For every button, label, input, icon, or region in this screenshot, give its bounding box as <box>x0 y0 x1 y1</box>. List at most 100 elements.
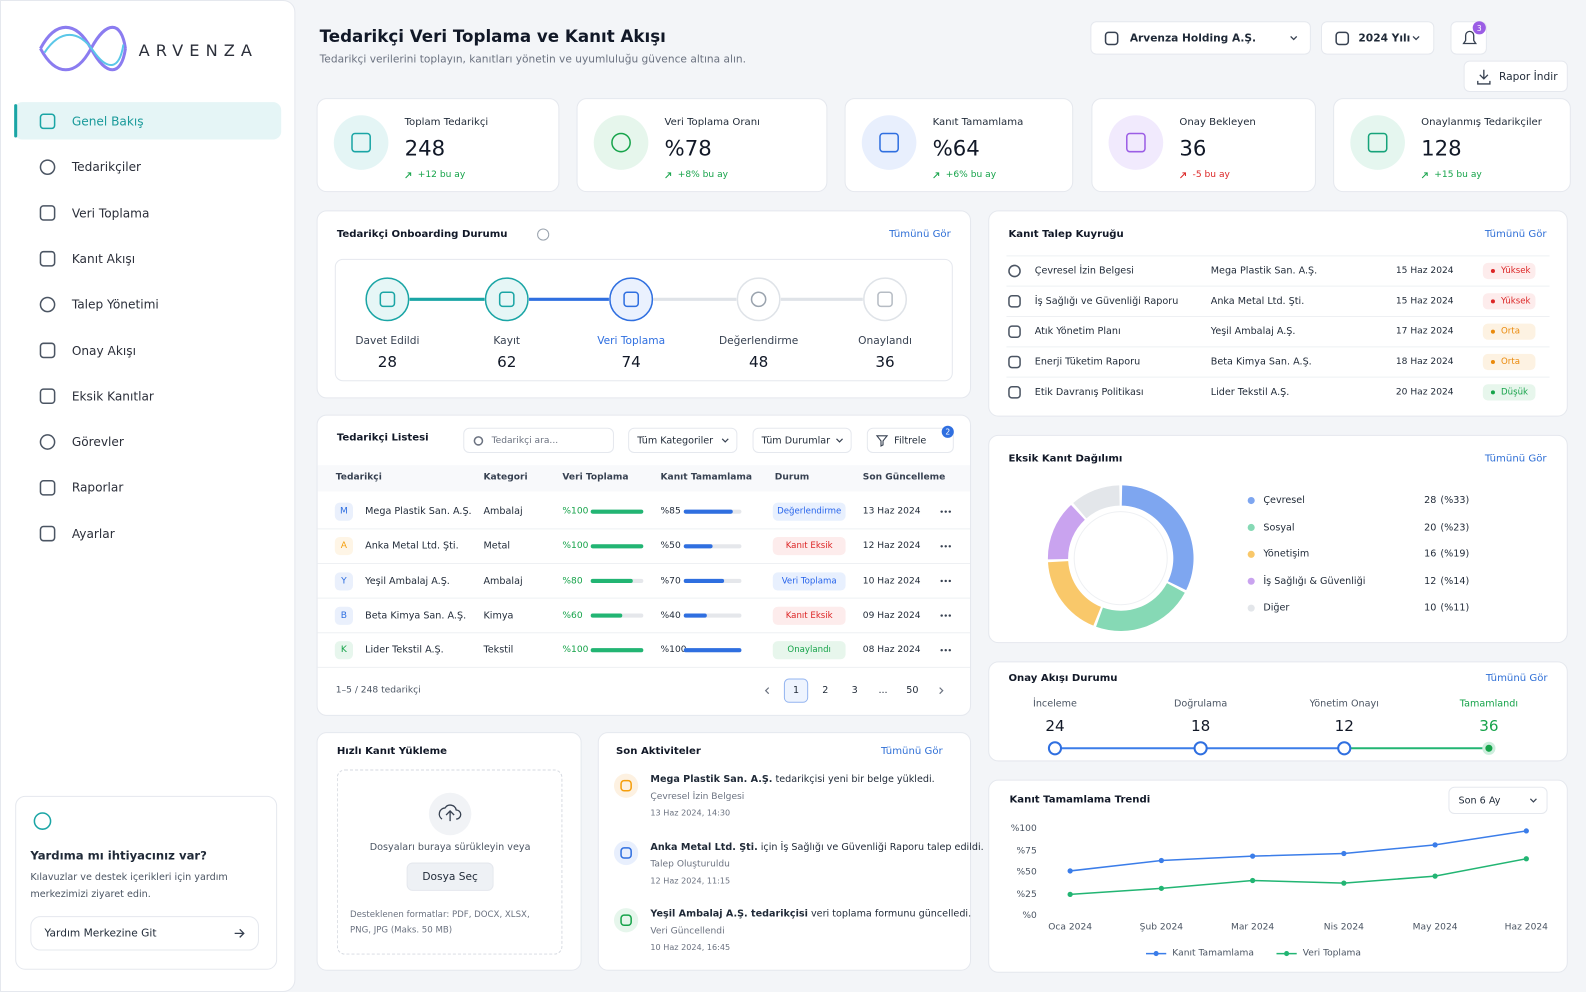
nav-item[interactable]: Görevler <box>71 434 124 450</box>
status: Veri Toplama <box>781 575 837 586</box>
search-box[interactable] <box>463 427 614 454</box>
filter-label: Tüm Kategoriler <box>637 435 714 447</box>
legend-label: Sosyal <box>1263 521 1295 534</box>
activity-time: 12 Haz 2024, 11:15 <box>650 875 731 885</box>
column-header: Son Güncelleme <box>862 472 946 483</box>
priority: Yüksek <box>1501 265 1531 277</box>
kpi-label: Kanıt Tamamlama <box>932 116 1024 128</box>
section-link[interactable]: Tümünü Gör <box>880 745 943 757</box>
download-button[interactable] <box>1463 60 1568 93</box>
kpi-change: +15 bu ay <box>1434 169 1482 180</box>
filter-select[interactable] <box>628 427 738 454</box>
flow-count: 36 <box>1479 716 1499 736</box>
y-tick-label: %25 <box>1016 889 1037 900</box>
priority: Orta <box>1501 356 1520 368</box>
initial: A <box>340 541 348 552</box>
nav-item[interactable]: Onay Akışı <box>71 343 136 358</box>
initial-badge <box>334 641 354 660</box>
legend-label: Kanıt Tamamlama <box>1172 948 1254 959</box>
initial: M <box>339 506 348 517</box>
filter-badge <box>941 425 954 438</box>
nav-item[interactable]: Eksik Kanıtlar <box>71 389 154 404</box>
initial: Y <box>341 575 347 586</box>
category: Ambalaj <box>483 506 523 518</box>
company-select[interactable] <box>1090 21 1311 55</box>
section-title: Kanıt Talep Kuyruğu <box>1008 229 1124 241</box>
activity-text: Anka Metal Ltd. Şti. için İş Sağlığı ve G… <box>650 841 983 852</box>
supplier-name: Mega Plastik San. A.Ş. <box>365 506 472 518</box>
drop-zone <box>336 769 563 955</box>
status: Kanıt Eksik <box>785 541 833 552</box>
stage-label: Davet Edildi <box>355 334 420 347</box>
help-title: Yardıma mı ihtiyacınız var? <box>30 848 207 863</box>
legend-share: (%19) <box>1440 548 1470 560</box>
flow-label: Tamamlandı <box>1459 698 1519 710</box>
filter-select[interactable] <box>752 427 852 454</box>
initial-badge <box>334 502 354 521</box>
column-header: Durum <box>774 472 810 483</box>
priority-badge <box>1482 384 1536 401</box>
x-tick-label: Haz 2024 <box>1504 922 1548 933</box>
activity-actor: Anka Metal Ltd. Şti. <box>650 841 758 853</box>
section-title: Hızlı Kanıt Yükleme <box>336 745 448 757</box>
supplier-name: Anka Metal Ltd. Şti. <box>365 540 459 552</box>
nav-item[interactable]: Genel Bakış <box>71 114 144 129</box>
nav-item[interactable]: Veri Toplama <box>71 205 150 221</box>
legend-value: 16 <box>1424 548 1437 560</box>
filter-label: Tüm Durumlar <box>761 435 831 447</box>
kpi-change: +8% bu ay <box>677 169 729 180</box>
page-number[interactable]: 2 <box>822 685 829 697</box>
status-badge <box>772 606 846 625</box>
page-number[interactable]: 1 <box>792 685 800 697</box>
legend-label: Diğer <box>1263 602 1290 614</box>
data-pct: %100 <box>562 541 589 552</box>
y-tick-label: %0 <box>1022 911 1037 922</box>
section-link[interactable]: Tümünü Gör <box>1484 453 1547 465</box>
upload-button[interactable] <box>406 862 494 891</box>
data-pct: %80 <box>562 575 583 586</box>
search-placeholder: Tedarikçi ara... <box>491 435 559 446</box>
evidence-pct: %50 <box>660 541 681 552</box>
filter-button-label: Filtrele <box>894 435 927 447</box>
page-number[interactable]: ... <box>878 685 888 697</box>
section-link[interactable]: Tümünü Gör <box>1484 229 1547 241</box>
kpi-label: Onaylanmış Tedarikçiler <box>1421 116 1542 128</box>
supplier: Anka Metal Ltd. Şti. <box>1210 295 1305 307</box>
status-badge <box>772 537 846 556</box>
page-number[interactable]: 50 <box>906 685 919 697</box>
help-button-label: Yardım Merkezine Git <box>44 927 157 940</box>
section-title: Kanıt Tamamlama Trendi <box>1009 794 1151 806</box>
page-number[interactable]: 3 <box>851 685 858 697</box>
brand: ARVENZA <box>138 40 259 61</box>
supplier-list-card <box>316 414 972 716</box>
updated: 08 Haz 2024 <box>862 645 921 656</box>
section-link[interactable]: Tümünü Gör <box>889 229 951 241</box>
nav-item[interactable]: Kanıt Akışı <box>71 251 136 266</box>
activity-sub: Veri Güncellendi <box>650 926 725 937</box>
kpi-value: 128 <box>1421 136 1462 161</box>
nav-item[interactable]: Raporlar <box>71 480 124 495</box>
stage-count: 28 <box>377 352 398 372</box>
nav-item[interactable]: Ayarlar <box>71 526 115 541</box>
period: Son 6 Ay <box>1458 794 1501 806</box>
category: Tekstil <box>483 644 514 656</box>
data-pct: %100 <box>562 645 589 656</box>
activity-sub: Talep Oluşturuldu <box>650 859 730 870</box>
queue-card <box>988 210 1568 417</box>
nav-active <box>14 102 282 140</box>
flow-count: 24 <box>1045 716 1065 736</box>
section-link[interactable]: Tümünü Gör <box>1485 672 1548 685</box>
legend-label: Çevresel <box>1263 494 1305 507</box>
x-tick-label: May 2024 <box>1412 922 1458 933</box>
supplier-name: Lider Tekstil A.Ş. <box>365 644 444 656</box>
kpi-change: -5 bu ay <box>1192 169 1230 180</box>
nav-item[interactable]: Tedarikçiler <box>71 160 142 175</box>
status-badge <box>772 641 846 660</box>
priority: Orta <box>1501 326 1520 337</box>
help-button[interactable] <box>30 916 259 951</box>
nav-item[interactable]: Talep Yönetimi <box>71 297 159 312</box>
kpi-label: Veri Toplama Oranı <box>664 116 760 128</box>
evidence-pct: %40 <box>660 610 681 621</box>
priority-badge <box>1482 323 1536 340</box>
evidence-pct: %85 <box>660 506 681 517</box>
